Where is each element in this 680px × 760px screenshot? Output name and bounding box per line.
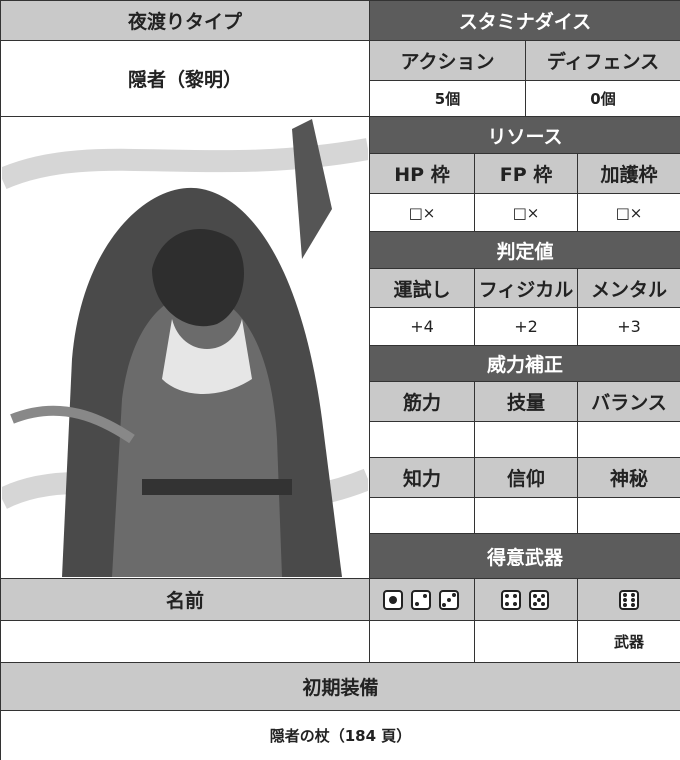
blank-cell xyxy=(370,621,475,663)
dice-cell xyxy=(578,579,680,621)
equipment-value: 隠者の杖（184 頁） xyxy=(1,711,680,760)
stamina-value: 5個 xyxy=(370,81,526,117)
portrait xyxy=(2,118,368,577)
resource-value: □× xyxy=(578,194,680,232)
check-label: メンタル xyxy=(578,269,680,308)
blank-cell xyxy=(578,498,680,534)
equipment-header: 初期装備 xyxy=(1,663,680,711)
blank-cell xyxy=(578,422,680,458)
blank-cell xyxy=(475,422,578,458)
power-label: 技量 xyxy=(475,382,578,422)
stamina-label: アクション xyxy=(370,41,526,81)
resource-label: 加護枠 xyxy=(578,154,680,194)
dice-icons xyxy=(383,589,459,610)
power-label: 筋力 xyxy=(370,382,475,422)
check-value: +4 xyxy=(370,308,475,346)
resource-header: リソース xyxy=(370,117,680,154)
stamina-value: 0個 xyxy=(526,81,680,117)
blank-cell xyxy=(370,422,475,458)
resource-value: □× xyxy=(370,194,475,232)
stamina-label: ディフェンス xyxy=(526,41,680,81)
dice-icons xyxy=(501,589,549,610)
check-value: +2 xyxy=(475,308,578,346)
type-header: 夜渡りタイプ xyxy=(1,1,370,41)
power-label: バランス xyxy=(578,382,680,422)
resource-label: HP 枠 xyxy=(370,154,475,194)
power-label: 神秘 xyxy=(578,458,680,498)
dice-cell xyxy=(475,579,578,621)
dice-icon xyxy=(619,589,639,610)
power-label: 信仰 xyxy=(475,458,578,498)
check-header: 判定値 xyxy=(370,232,680,269)
resource-label: FP 枠 xyxy=(475,154,578,194)
name-header: 名前 xyxy=(1,579,370,621)
check-label: 運試し xyxy=(370,269,475,308)
check-value: +3 xyxy=(578,308,680,346)
blank-cell xyxy=(475,621,578,663)
dice-cell xyxy=(370,579,475,621)
power-label: 知力 xyxy=(370,458,475,498)
weapon-label: 武器 xyxy=(578,621,680,663)
illustration xyxy=(1,117,370,579)
blank-cell xyxy=(370,498,475,534)
blank-cell xyxy=(475,498,578,534)
name-value xyxy=(1,621,370,663)
resource-value: □× xyxy=(475,194,578,232)
stamina-header: スタミナダイス xyxy=(370,1,680,41)
check-label: フィジカル xyxy=(475,269,578,308)
power-header: 威力補正 xyxy=(370,346,680,382)
weapon-header: 得意武器 xyxy=(370,534,680,579)
type-value: 隠者（黎明） xyxy=(1,41,370,117)
